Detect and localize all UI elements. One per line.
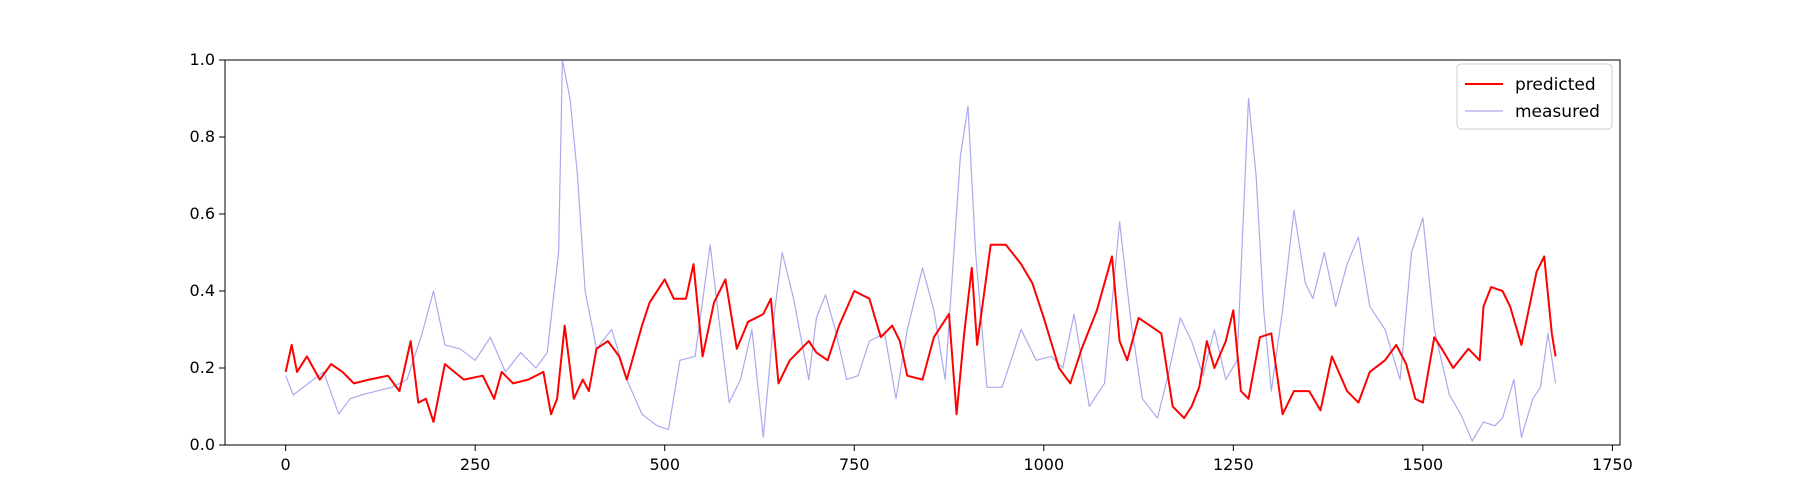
x-tick-label: 1000 bbox=[1023, 455, 1064, 474]
plot-area bbox=[284, 59, 1557, 442]
legend: predicted measured bbox=[1456, 63, 1613, 130]
x-tick-label: 500 bbox=[649, 455, 680, 474]
x-tick-label: 750 bbox=[839, 455, 870, 474]
x-tick-label: 1750 bbox=[1592, 455, 1633, 474]
x-tick-label: 1250 bbox=[1213, 455, 1254, 474]
y-tick-label: 0.0 bbox=[190, 435, 215, 454]
legend-label-predicted: predicted bbox=[1515, 75, 1596, 95]
y-tick-label: 0.4 bbox=[190, 281, 215, 300]
y-tick-label: 0.6 bbox=[190, 204, 215, 223]
series-line-predicted bbox=[284, 243, 1557, 423]
legend-label-measured: measured bbox=[1515, 102, 1600, 122]
series-line-measured bbox=[285, 59, 1557, 442]
axes: 0 250 500 750 1000 1250 1500 1750 0.0 0.2 0.4 0.6 0.… bbox=[190, 50, 1633, 474]
y-tick-label: 0.2 bbox=[190, 358, 215, 377]
x-tick-label: 1500 bbox=[1403, 455, 1444, 474]
axes-frame bbox=[224, 59, 1621, 446]
legend-frame bbox=[1456, 63, 1613, 130]
x-tick-label: 250 bbox=[460, 455, 491, 474]
x-tick-label: 0 bbox=[281, 455, 291, 474]
y-tick-label: 1.0 bbox=[190, 50, 215, 69]
y-tick-label: 0.8 bbox=[190, 127, 215, 146]
